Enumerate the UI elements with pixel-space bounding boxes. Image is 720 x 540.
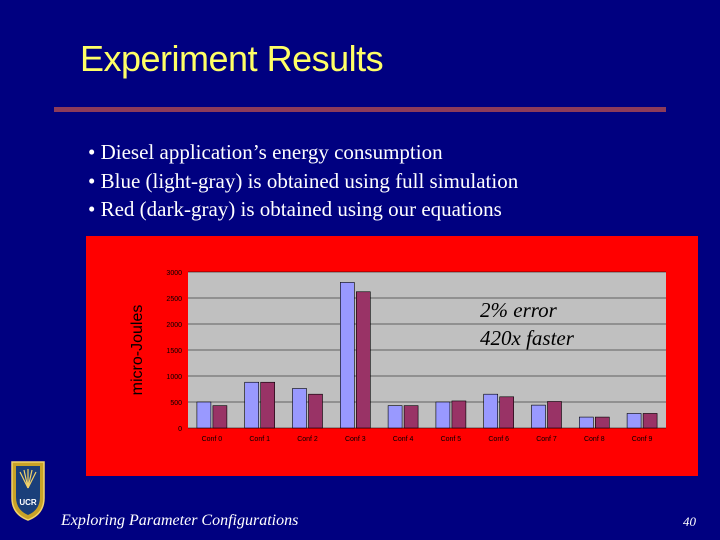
bar [196,401,212,429]
y-tick-label: 0 [178,426,182,433]
results-overlay: 2% error 420x faster [480,296,574,352]
footer-text: Exploring Parameter Configurations [61,512,299,529]
bar [451,400,467,429]
bar [531,404,546,429]
bar [499,396,515,429]
page-number: 40 [683,514,696,529]
error-text: 2% error [480,298,557,322]
speedup-text: 420x faster [480,326,574,350]
x-tick-label: Conf 7 [536,436,557,443]
bar [642,413,658,429]
y-tick-label: 1500 [166,348,182,355]
y-tick-label: 2000 [166,322,182,329]
bar [594,416,610,429]
x-tick-label: Conf 4 [393,436,414,443]
bar [387,405,403,429]
bar [260,381,275,429]
bar [578,416,594,429]
bar [212,405,228,429]
y-tick-label: 3000 [166,270,182,277]
x-tick-label: Conf 5 [441,436,462,443]
x-tick-label: Conf 1 [249,436,270,443]
bullet-item: Red (dark-gray) is obtained using our eq… [88,195,518,224]
bar [355,291,371,429]
y-tick-label: 1000 [166,374,182,381]
bar [435,401,451,429]
x-tick-label: Conf 6 [488,436,509,443]
y-tick-label: 500 [170,400,182,407]
bullet-item: Blue (light-gray) is obtained using full… [88,167,519,196]
bullet-item: Diesel application’s energy consumption [88,138,518,167]
x-tick-label: Conf 2 [297,436,318,443]
slide-title: Experiment Results [80,38,384,79]
chart-frame: 0 500 1000 1500 2000 2500 3000 micro-Joules Conf… [86,236,698,476]
bar [340,282,355,429]
bar-chart: 0 500 1000 1500 2000 2500 3000 micro-Joules Conf… [129,270,666,443]
title-underline [54,107,666,112]
bar [292,388,307,429]
x-tick-label: Conf 3 [345,436,366,443]
logo-text: UCR [19,498,37,507]
ucr-logo: UCR [8,460,48,522]
bar [483,393,499,429]
bar [403,405,419,429]
y-tick-label: 2500 [166,296,182,303]
x-tick-label: Conf 9 [632,436,653,443]
y-axis-label: micro-Joules [129,305,146,396]
x-tick-label: Conf 0 [202,436,223,443]
bar [244,381,259,429]
bullet-list: Diesel application’s energy consumption … [88,138,519,224]
bar [308,393,323,429]
x-tick-label: Conf 8 [584,436,605,443]
bar [626,413,642,429]
bar [547,401,562,429]
